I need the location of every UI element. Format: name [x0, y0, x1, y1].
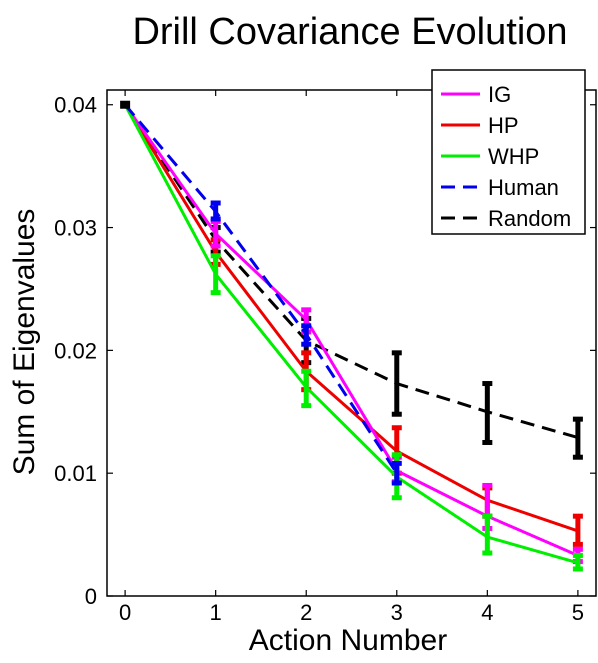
legend: IG HP WHP Human Random	[431, 69, 586, 235]
x-tick-label: 4	[481, 600, 493, 625]
y-tick-label: 0.04	[54, 93, 97, 118]
x-tick-label: 0	[119, 600, 131, 625]
axis-ticks: 0 1 2 3 4 5 0 0.01 0.02 0.03 0.04	[54, 90, 596, 625]
series-layer	[120, 100, 583, 572]
series-human	[123, 103, 402, 486]
legend-label-human: Human	[488, 175, 559, 200]
start-point-marker	[120, 100, 131, 109]
x-tick-label: 2	[300, 600, 312, 625]
legend-label-whp: WHP	[488, 144, 539, 169]
series-line-whp	[123, 104, 579, 565]
chart-title: Drill Covariance Evolution	[132, 11, 567, 53]
legend-label-random: Random	[488, 206, 571, 231]
y-tick-label: 0.02	[54, 338, 97, 363]
y-axis-label: Sum of Eigenvalues	[8, 209, 41, 476]
series-line-human	[123, 103, 399, 475]
series-random	[123, 103, 583, 460]
plot-area	[106, 89, 597, 597]
x-tick-label: 1	[210, 600, 222, 625]
series-line-hp	[123, 103, 579, 533]
x-tick-label: 3	[391, 600, 403, 625]
legend-label-hp: HP	[488, 113, 519, 138]
x-tick-label: 5	[572, 600, 584, 625]
y-tick-label: 0	[85, 584, 97, 609]
series-line-random	[123, 103, 579, 440]
legend-box	[431, 69, 586, 235]
x-axis-label: Action Number	[249, 624, 447, 657]
legend-label-ig: IG	[488, 82, 511, 107]
series-line-ig	[123, 103, 579, 557]
y-tick-label: 0.03	[54, 216, 97, 241]
y-tick-label: 0.01	[54, 461, 97, 486]
